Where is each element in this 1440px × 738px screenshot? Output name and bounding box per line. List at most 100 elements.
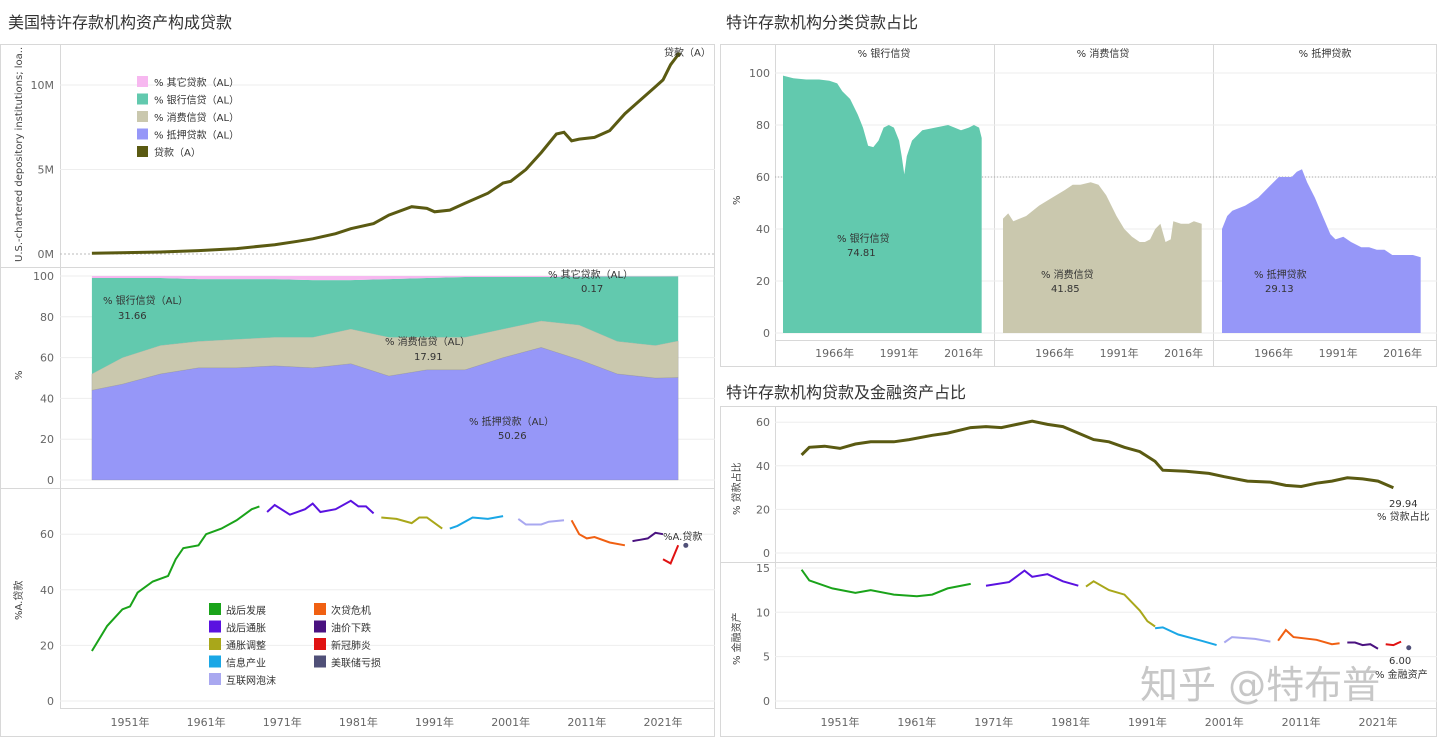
legend-label: % 其它贷款（AL） bbox=[154, 76, 239, 89]
loans-end-label: 贷款（A） bbox=[664, 46, 711, 59]
right-top-frame bbox=[720, 44, 1437, 367]
financial-x-tick: 1961年 bbox=[897, 715, 936, 729]
left-frame bbox=[0, 44, 715, 737]
financial-x-tick: 1981年 bbox=[1051, 715, 1090, 729]
loan-share-x-tick: 1971年 bbox=[263, 715, 302, 729]
watermark: 知乎 @特布普 bbox=[1140, 663, 1380, 707]
era-legend-label: 次贷危机 bbox=[331, 604, 371, 617]
loan-pct-y-tick: 60 bbox=[756, 416, 770, 429]
composition-y-tick: 0 bbox=[47, 474, 54, 487]
loan-share-x-tick: 2021年 bbox=[643, 715, 682, 729]
loans-y-axis-title: U.S.-chartered depository institutions; … bbox=[14, 47, 25, 262]
loan-pct-line bbox=[800, 419, 1394, 490]
loans-end-point bbox=[675, 52, 681, 58]
legend-label: 贷款（A） bbox=[154, 146, 201, 159]
financial-line-信息产业 bbox=[1154, 626, 1217, 647]
bank-area-value: 31.66 bbox=[118, 311, 147, 322]
loan-pct-y-tick: 20 bbox=[756, 503, 770, 516]
financial-y-tick: 10 bbox=[756, 606, 770, 619]
loan-share-y-tick: 20 bbox=[40, 639, 54, 652]
legend-label: % 消费信贷（AL） bbox=[154, 111, 239, 124]
mark-labels: 贷款（A） % 银行信贷（AL） 31.66 % 其它贷款（AL） 0.17 %… bbox=[103, 46, 1430, 681]
legend-label: % 银行信贷（AL） bbox=[154, 94, 239, 107]
financial-line-新冠肺炎 bbox=[1385, 640, 1402, 647]
loan-pct-y-axis-title: % 贷款占比 bbox=[730, 462, 743, 515]
chart-marks: 0M 5M 10M % 其它贷款（AL） % 银行信贷（AL） % 消费信贷（AL） % 抵… bbox=[31, 52, 1437, 729]
consumer-panel-value: 41.85 bbox=[1051, 284, 1080, 295]
loans-line bbox=[91, 53, 680, 255]
category-panel-2-x-tick: 1991年 bbox=[1319, 346, 1358, 360]
loan-pct-y-tick: 0 bbox=[763, 547, 770, 560]
era-legend-swatch bbox=[314, 655, 326, 668]
financial-end-value: 6.00 bbox=[1389, 656, 1411, 667]
era-legend-label: 战后发展 bbox=[226, 604, 266, 617]
category-y-tick: 40 bbox=[756, 223, 770, 236]
loan-pct-end-label: % 贷款占比 bbox=[1377, 510, 1430, 523]
left-title: 美国特许存款机构资产构成贷款 bbox=[8, 13, 232, 32]
era-legend-label: 信息产业 bbox=[226, 657, 266, 670]
financial-end-label: % 金融资产 bbox=[1375, 668, 1428, 681]
loan-share-x-tick: 1981年 bbox=[339, 715, 378, 729]
legend-swatch bbox=[137, 76, 148, 87]
mortgage-panel-label: % 抵押贷款 bbox=[1254, 268, 1307, 281]
right-bottom-title: 特许存款机构贷款及金融资产占比 bbox=[726, 383, 966, 402]
loan-share-x-tick: 2011年 bbox=[567, 715, 606, 729]
category-panel-1-x-tick: 2016年 bbox=[1164, 346, 1203, 360]
bank-panel-label: % 银行信贷 bbox=[837, 232, 890, 245]
loan-share-y-tick: 60 bbox=[40, 528, 54, 541]
financial-x-tick: 1991年 bbox=[1128, 715, 1167, 729]
financial-line-次贷危机 bbox=[1277, 628, 1340, 646]
category-y-tick: 60 bbox=[756, 171, 770, 184]
loans-y-tick: 5M bbox=[38, 164, 55, 177]
legend-swatch bbox=[137, 128, 148, 140]
panel-header-mortgage: % 抵押贷款 bbox=[1299, 47, 1352, 60]
financial-y-axis-title: % 金融资产 bbox=[730, 612, 743, 665]
financial-line-通胀调整 bbox=[1085, 580, 1156, 628]
loan-share-y-tick: 0 bbox=[47, 695, 54, 708]
mortgage-area-value: 50.26 bbox=[498, 431, 527, 442]
era-line-战后通胀 bbox=[266, 499, 375, 516]
legend-swatch bbox=[137, 111, 148, 122]
era-legend-swatch bbox=[314, 620, 326, 633]
era-line-通胀调整 bbox=[381, 516, 443, 530]
legend-swatch bbox=[137, 93, 148, 105]
financial-x-tick: 2001年 bbox=[1205, 715, 1244, 729]
financial-x-tick: 2011年 bbox=[1282, 715, 1321, 729]
loan-share-y-tick: 40 bbox=[40, 584, 54, 597]
era-legend-label: 美联储亏损 bbox=[331, 657, 381, 670]
era-legend-label: 新冠肺炎 bbox=[331, 639, 371, 652]
financial-x-tick: 1971年 bbox=[974, 715, 1013, 729]
legend-label: % 抵押贷款（AL） bbox=[154, 129, 239, 142]
consumer-area-label: % 消费信贷（AL） bbox=[385, 335, 470, 348]
composition-y-tick: 60 bbox=[40, 352, 54, 365]
other-area-value: 0.17 bbox=[581, 284, 603, 295]
era-line-油价下跌 bbox=[632, 531, 664, 543]
era-legend-swatch bbox=[209, 620, 221, 633]
financial-y-tick: 0 bbox=[763, 695, 770, 708]
composition-y-tick: 100 bbox=[33, 270, 54, 283]
era-legend-swatch bbox=[209, 638, 221, 650]
financial-x-tick: 1951年 bbox=[821, 715, 860, 729]
category-panel-1-x-tick: 1991年 bbox=[1100, 346, 1139, 360]
panel-header-bank: % 银行信贷 bbox=[858, 47, 911, 60]
composition-y-tick: 20 bbox=[40, 433, 54, 446]
area-bank bbox=[91, 276, 679, 374]
bank-panel-value: 74.81 bbox=[847, 248, 876, 259]
loan-pct-end-value: 29.94 bbox=[1389, 499, 1418, 510]
loan-share-end-label: %A.贷款 bbox=[663, 530, 702, 543]
bank-area-label: % 银行信贷（AL） bbox=[103, 294, 188, 307]
era-line-新冠肺炎 bbox=[662, 544, 680, 565]
area-other bbox=[91, 276, 679, 281]
category-area-0 bbox=[783, 75, 982, 333]
right-top-title: 特许存款机构分类贷款占比 bbox=[726, 13, 918, 32]
era-line-互联网泡沫 bbox=[517, 518, 565, 526]
financial-line-油价下跌 bbox=[1347, 641, 1379, 650]
category-panel-0-x-tick: 1966年 bbox=[815, 346, 854, 360]
era-legend-swatch bbox=[209, 655, 221, 668]
frames bbox=[0, 44, 1437, 737]
era-legend-label: 油价下跌 bbox=[331, 622, 371, 635]
loans-y-tick: 10M bbox=[31, 79, 55, 92]
financial-line-互联网泡沫 bbox=[1223, 636, 1271, 644]
category-y-axis-title: % bbox=[732, 195, 743, 205]
